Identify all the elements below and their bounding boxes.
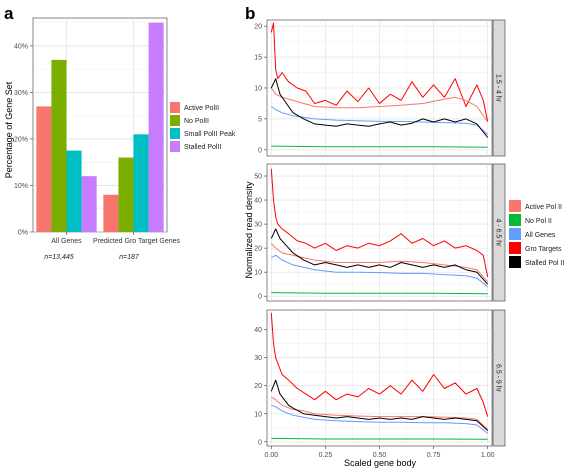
x-tick-label: 0.50 xyxy=(373,452,387,459)
legend-swatch-stalled-pol-ii xyxy=(509,256,521,268)
facet-4-6-5-hr: 0 10 20 30 40 50 4 - 6.5 hr xyxy=(254,163,506,302)
line-all-genes xyxy=(271,404,489,434)
bar-stalled-polii-predicted-gro-target-genes xyxy=(148,22,164,232)
line-active-pol-ii xyxy=(271,396,489,430)
panel-a-label: a xyxy=(4,4,14,23)
legend-label-all-genes: All Genes xyxy=(525,232,556,239)
panel-a-n-gro-targets: n=187 xyxy=(119,254,140,261)
facet-strip-label: 6.5 - 9 hr xyxy=(495,364,502,393)
facet-6-5-9-hr: 0 10 20 30 40 6.5 - 9 hr xyxy=(254,309,506,447)
line-gro-targets xyxy=(270,168,489,278)
bar-small-polii-peak-predicted-gro-target-genes xyxy=(133,134,149,232)
facet-strip xyxy=(492,309,506,447)
x-tick-label: 0.25 xyxy=(319,452,333,459)
y-tick-label: 30 xyxy=(254,222,262,229)
legend-label-small-polii-peak: Small PolII Peak xyxy=(184,131,236,138)
line-gro-targets xyxy=(270,22,489,123)
panel-a-y-axis-label: Percentage of Gene Set xyxy=(4,81,14,178)
y-tick-label: 30 xyxy=(254,355,262,362)
y-tick-label: 0 xyxy=(258,147,262,154)
legend-swatch-stalled-polii xyxy=(170,141,180,152)
panel-b-x-ticks: 0.00 0.25 0.50 0.75 1.00 xyxy=(265,446,495,459)
legend-swatch-active-pol-ii xyxy=(509,200,521,212)
panel-a-x-ticks: All Genes Predicted Gro Target Genes xyxy=(51,232,181,245)
legend-label-gro-targets: Gro Targets xyxy=(525,246,562,253)
y-tick-label: 10 xyxy=(254,86,262,93)
panel-a-y-ticks: 0% 10% 20% 30% 40% xyxy=(14,43,33,237)
legend-label-no-pol-ii: No Pol II xyxy=(525,218,552,225)
legend-swatch-no-polii xyxy=(170,115,180,126)
line-stalled-pol-ii xyxy=(270,379,489,431)
facet-strip-label: 4 - 6.5 hr xyxy=(495,218,502,247)
y-tick-label: 10% xyxy=(14,183,28,190)
y-tick-label: 20 xyxy=(254,383,262,390)
legend-label-stalled-polii: Stalled PolII xyxy=(184,144,221,151)
panel-b-y-axis-label: Normalized read density xyxy=(244,181,254,279)
facet-1-5-4-hr: 0 5 10 15 20 1.5 - 4 hr xyxy=(254,19,506,157)
panel-b: b Normalized read density Scaled gene bo… xyxy=(244,4,564,468)
line-stalled-pol-ii xyxy=(270,78,489,138)
y-tick-label: 15 xyxy=(254,55,262,62)
panel-a-legend: Active PolII No PolII Small PolII Peak S… xyxy=(170,102,236,152)
y-tick-label: 10 xyxy=(254,270,262,277)
x-tick-label: 1.00 xyxy=(481,452,495,459)
panel-a: a Percentage of Gene Set 0%10%20%30%40% … xyxy=(4,4,236,261)
x-tick-label: 0.75 xyxy=(427,452,441,459)
panel-b-label: b xyxy=(245,4,255,23)
x-tick-label: 0.00 xyxy=(265,452,279,459)
facet-strip xyxy=(492,19,506,157)
bar-stalled-polii-all-genes xyxy=(81,176,97,232)
panel-a-bars xyxy=(36,22,164,232)
line-all-genes xyxy=(271,106,489,135)
legend-swatch-all-genes xyxy=(509,228,521,240)
y-tick-label: 10 xyxy=(254,411,262,418)
line-all-genes xyxy=(271,254,489,287)
y-tick-label: 30% xyxy=(14,90,28,97)
y-tick-label: 0 xyxy=(258,439,262,446)
legend-swatch-active-polii xyxy=(170,102,180,113)
y-tick-label: 40% xyxy=(14,43,28,50)
bar-small-polii-peak-all-genes xyxy=(66,150,82,232)
y-tick-label: 20 xyxy=(254,24,262,31)
facet-strip-label: 1.5 - 4 hr xyxy=(495,74,502,103)
legend-swatch-gro-targets xyxy=(509,242,521,254)
panel-a-n-all-genes: n=13,445 xyxy=(44,254,73,261)
y-tick-label: 20% xyxy=(14,136,28,143)
legend-swatch-small-polii-peak xyxy=(170,128,180,139)
line-no-pol-ii xyxy=(271,145,488,148)
bar-no-polii-all-genes xyxy=(51,59,67,232)
legend-label-active-pol-ii: Active Pol II xyxy=(525,204,562,211)
legend-label-no-polii: No PolII xyxy=(184,118,209,125)
line-gro-targets xyxy=(270,312,489,417)
legend-swatch-no-pol-ii xyxy=(509,214,521,226)
panel-b-x-axis-label: Scaled gene body xyxy=(344,458,417,468)
line-active-pol-ii xyxy=(270,87,489,123)
bar-active-polii-all-genes xyxy=(36,106,52,232)
x-tick-label: All Genes xyxy=(51,238,82,245)
y-tick-label: 0 xyxy=(258,294,262,301)
bar-active-polii-predicted-gro-target-genes xyxy=(103,194,119,232)
facet-strip xyxy=(492,163,506,302)
y-tick-label: 50 xyxy=(254,174,262,181)
x-tick-label: Predicted Gro Target Genes xyxy=(93,238,181,245)
line-no-pol-ii xyxy=(271,437,488,440)
bar-no-polii-predicted-gro-target-genes xyxy=(118,157,134,232)
panel-b-legend: Active Pol II No Pol II All Genes Gro Ta… xyxy=(509,200,564,268)
y-tick-label: 40 xyxy=(254,327,262,334)
legend-label-stalled-pol-ii: Stalled Pol II xyxy=(525,260,564,267)
y-tick-label: 20 xyxy=(254,246,262,253)
y-tick-label: 0% xyxy=(18,230,28,237)
line-stalled-pol-ii xyxy=(270,228,489,285)
line-no-pol-ii xyxy=(271,292,488,295)
y-tick-label: 5 xyxy=(258,116,262,123)
legend-label-active-polii: Active PolII xyxy=(184,105,219,112)
y-tick-label: 40 xyxy=(254,198,262,205)
